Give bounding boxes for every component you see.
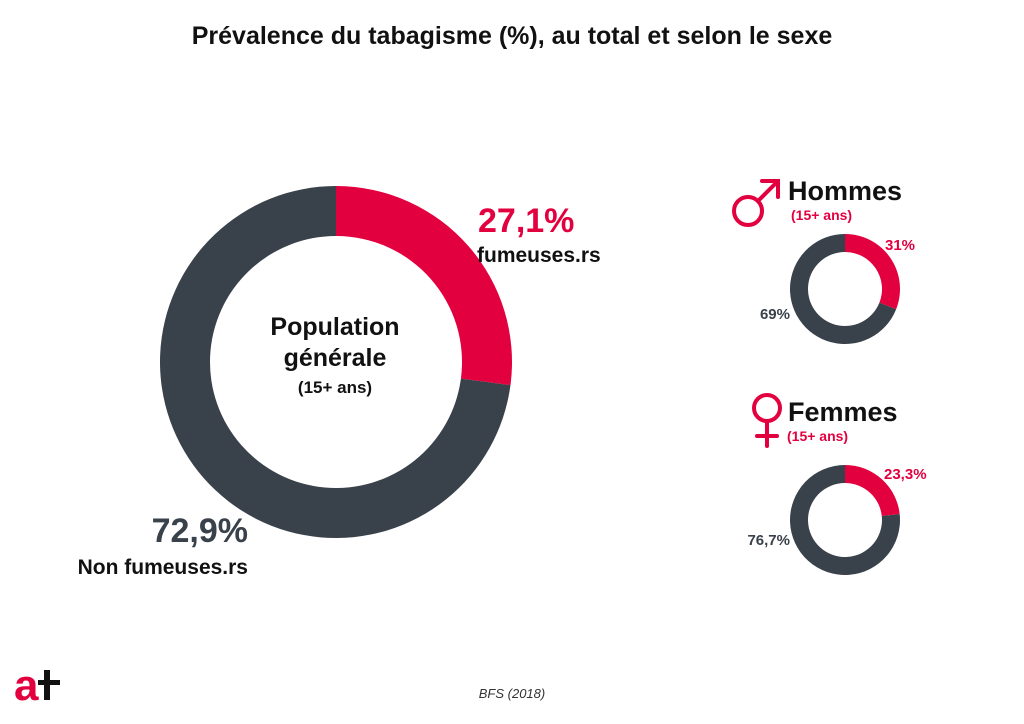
women-smoker-pct: 23,3% bbox=[884, 466, 927, 483]
men-smoker-slice bbox=[845, 234, 900, 310]
women-nonsmoker-pct: 76,7% bbox=[747, 532, 790, 549]
men-smoker-pct: 31% bbox=[885, 237, 916, 254]
logo-letter-a: a bbox=[14, 661, 39, 710]
men-non-smoker-slice bbox=[789, 234, 897, 344]
main-smoker-label: fumeuses.rs bbox=[477, 244, 601, 267]
main-smoker-slice bbox=[336, 186, 512, 386]
main-nonsmoker-pct: 72,9% bbox=[151, 512, 248, 550]
source-note: BFS (2018) bbox=[478, 686, 546, 701]
women-title: Femmes bbox=[788, 397, 898, 427]
main-donut bbox=[160, 186, 512, 538]
center-sub: (15+ ans) bbox=[297, 378, 373, 397]
center-label: Population générale bbox=[235, 312, 435, 374]
chart-title: Prévalence du tabagisme (%), au total et… bbox=[191, 22, 833, 50]
men-sub: (15+ ans) bbox=[791, 207, 853, 223]
women-donut bbox=[790, 464, 900, 575]
women-non-smoker-slice bbox=[790, 464, 900, 575]
women-sub: (15+ ans) bbox=[787, 428, 849, 444]
male-symbol-icon bbox=[732, 179, 780, 227]
men-donut bbox=[789, 234, 900, 344]
men-nonsmoker-pct: 69% bbox=[759, 306, 790, 323]
center-line2: générale bbox=[283, 344, 387, 372]
men-title: Hommes bbox=[788, 176, 903, 206]
center-line1: Population bbox=[270, 313, 400, 341]
main-smoker-pct: 27,1% bbox=[478, 202, 575, 240]
female-symbol-icon bbox=[752, 393, 782, 448]
women-smoker-slice bbox=[845, 465, 900, 517]
main-nonsmoker-label: Non fumeuses.rs bbox=[77, 556, 248, 579]
logo: a bbox=[14, 661, 60, 710]
